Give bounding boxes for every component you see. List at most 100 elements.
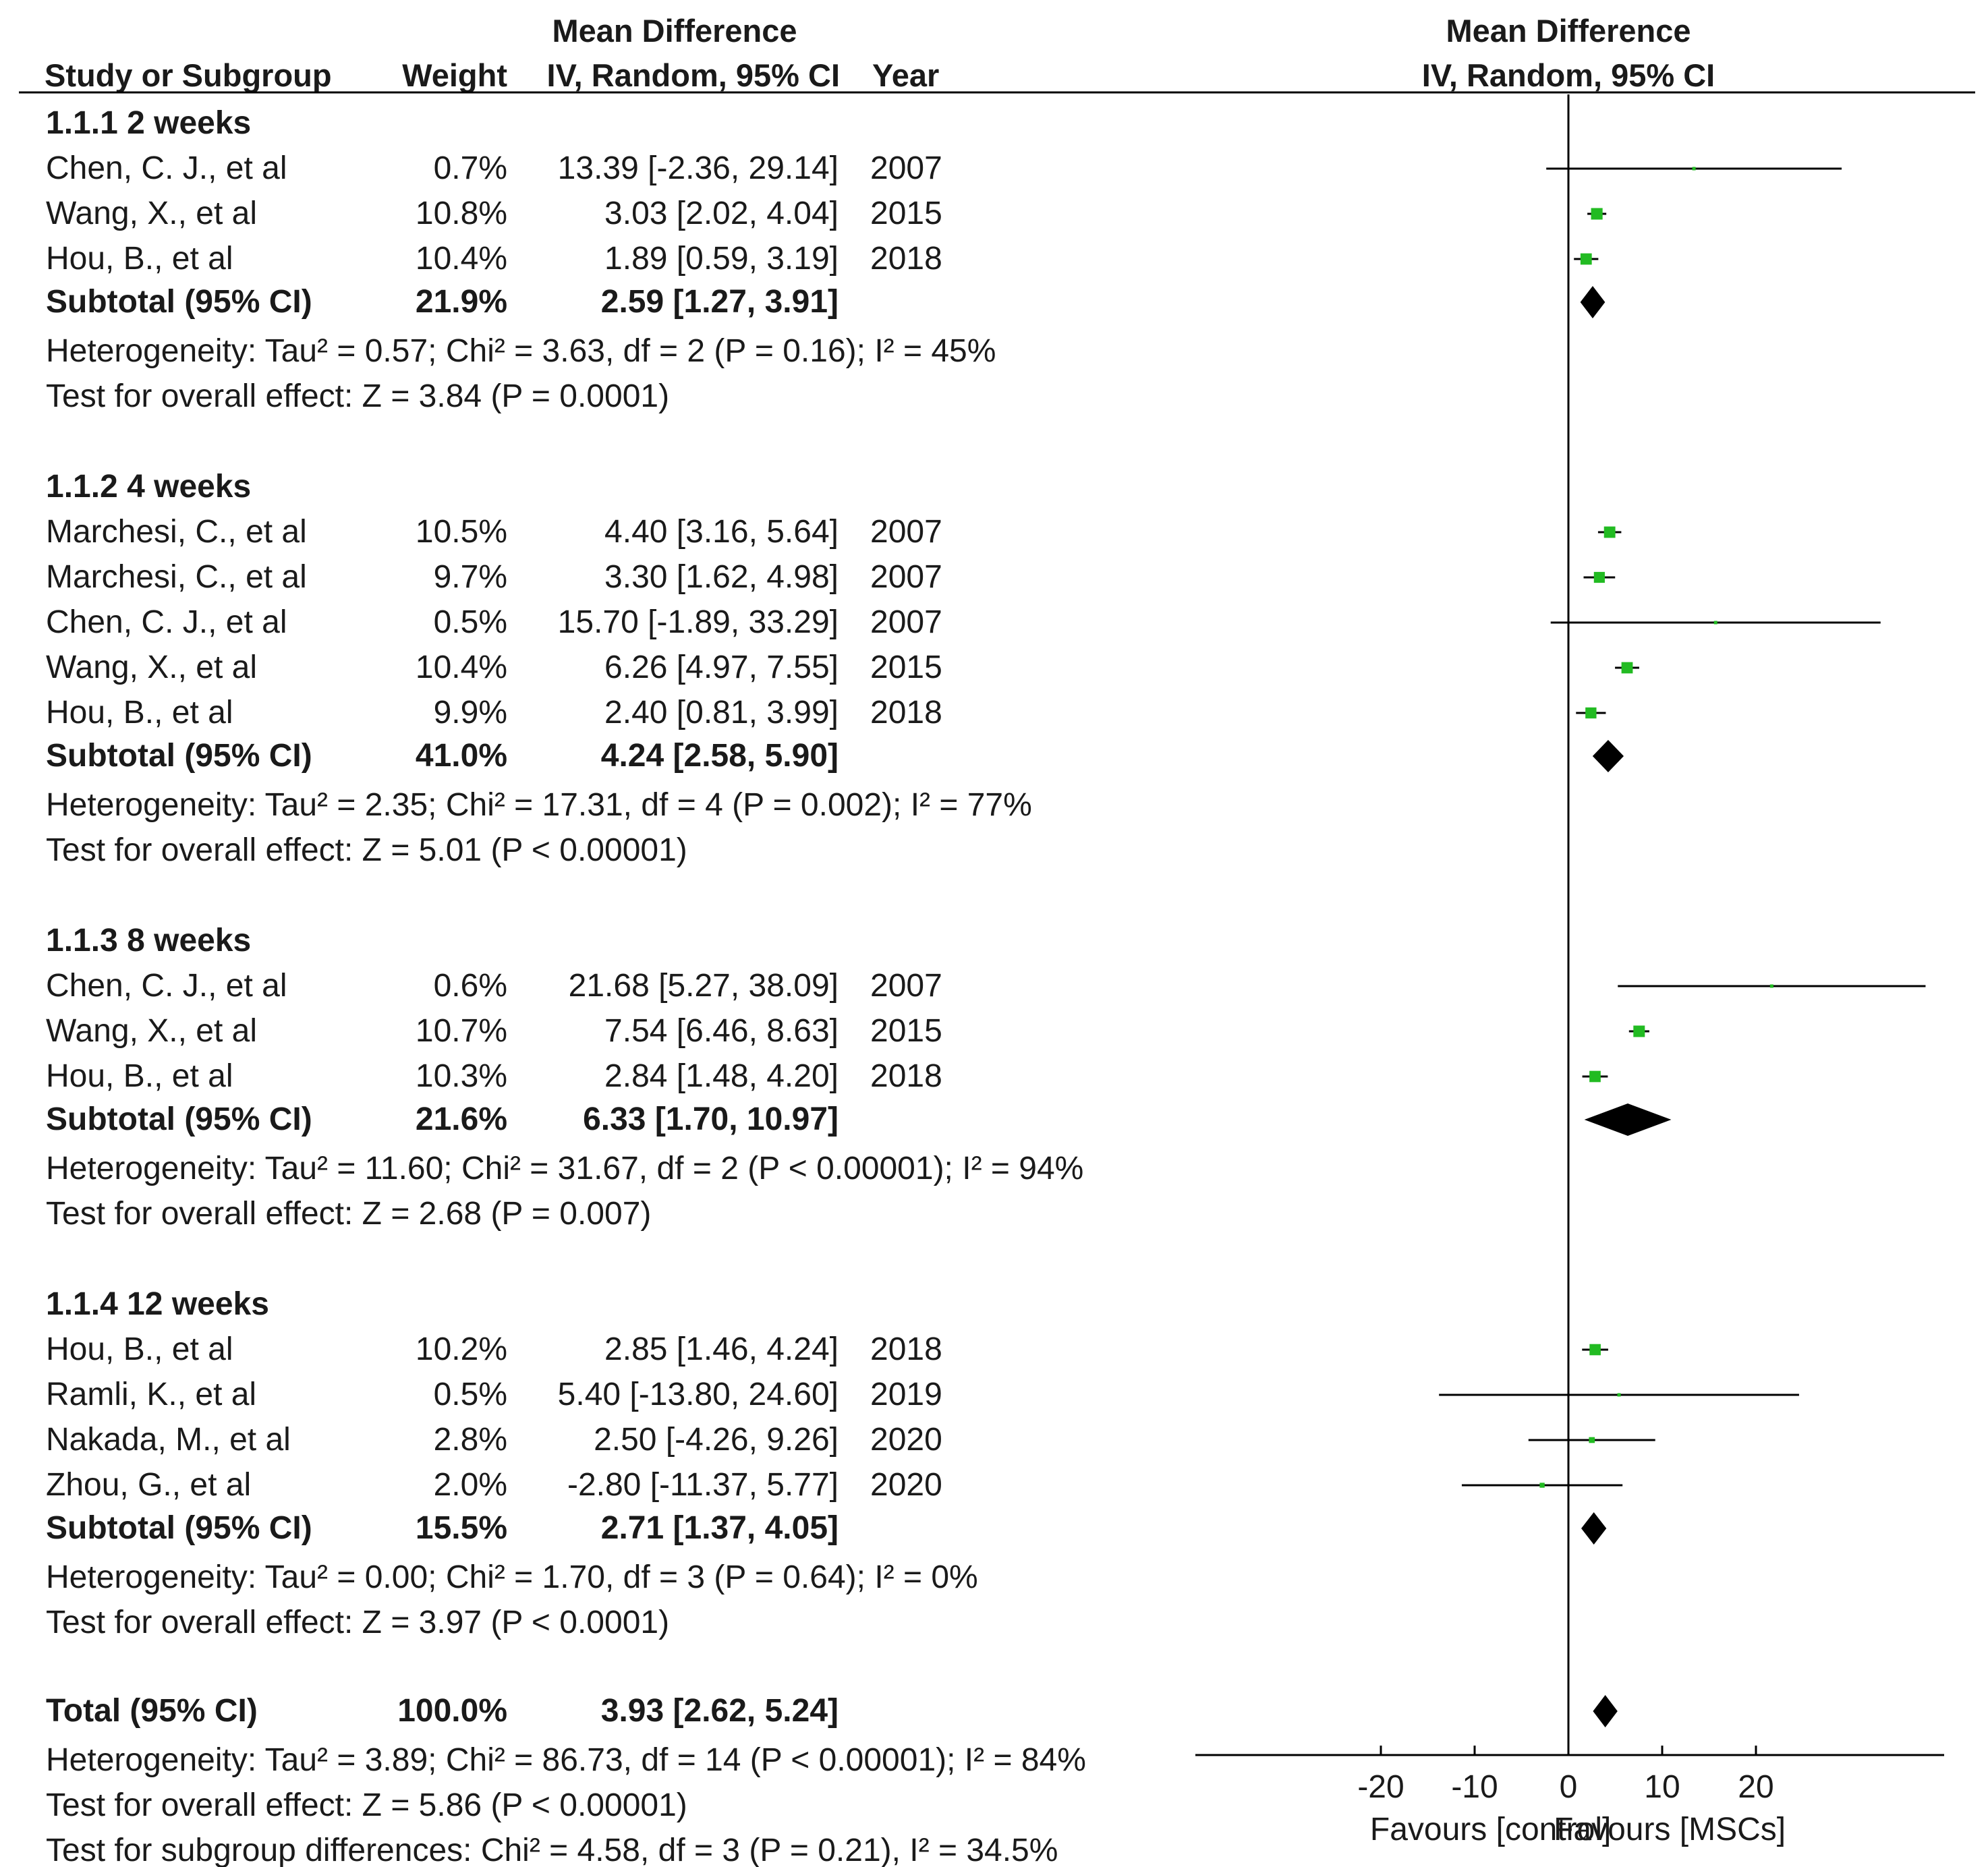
plot-header-top: Mean Difference (1446, 13, 1691, 49)
effect-square (1591, 208, 1603, 220)
effect-square (1580, 253, 1592, 265)
study-ci: 3.30 [1.62, 4.98] (604, 559, 839, 595)
study-name: Ramli, K., et al (46, 1377, 256, 1412)
tick-label: -10 (1451, 1769, 1498, 1805)
heterogeneity-text: Heterogeneity: Tau² = 11.60; Chi² = 31.6… (46, 1151, 1083, 1186)
study-weight: 9.7% (434, 559, 507, 595)
favours-left-label: Favours [control] (1370, 1812, 1611, 1847)
effect-square (1621, 662, 1633, 674)
subgroup-label: 1.1.3 8 weeks (46, 923, 251, 958)
overall-effect-text: Test for overall effect: Z = 3.84 (P = 0… (46, 378, 669, 414)
md-method-header: IV, Random, 95% CI (547, 57, 840, 93)
subtotal-label: Subtotal (95% CI) (46, 284, 312, 320)
study-weight: 10.4% (416, 241, 507, 277)
study-name: Nakada, M., et al (46, 1422, 291, 1458)
subtotal-diamond (1581, 1512, 1607, 1545)
overall-effect-text: Test for overall effect: Z = 5.86 (P < 0… (46, 1787, 687, 1823)
study-year: 2015 (870, 1013, 942, 1049)
study-ci: 15.70 [-1.89, 33.29] (558, 604, 839, 640)
study-name: Wang, X., et al (46, 1013, 257, 1049)
study-year: 2018 (870, 1058, 942, 1094)
effect-square (1589, 1344, 1601, 1356)
effect-square (1593, 571, 1605, 583)
subtotal-diamond (1592, 740, 1624, 772)
study-name: Wang, X., et al (46, 650, 257, 685)
effect-square (1617, 1393, 1621, 1397)
total-label: Total (95% CI) (46, 1693, 258, 1729)
subgroup-differences-text: Test for subgroup differences: Chi² = 4.… (46, 1833, 1058, 1867)
study-year: 2018 (870, 695, 942, 730)
plot-method-header: IV, Random, 95% CI (1422, 57, 1715, 93)
study-ci: 4.40 [3.16, 5.64] (604, 514, 839, 550)
overall-effect-text: Test for overall effect: Z = 2.68 (P = 0… (46, 1196, 651, 1232)
heterogeneity-text: Heterogeneity: Tau² = 0.00; Chi² = 1.70,… (46, 1559, 978, 1595)
heterogeneity-text: Heterogeneity: Tau² = 0.57; Chi² = 3.63,… (46, 333, 996, 369)
subtotal-ci: 2.71 [1.37, 4.05] (601, 1510, 839, 1546)
subtotal-ci: 4.24 [2.58, 5.90] (601, 738, 839, 774)
study-year: 2007 (870, 968, 942, 1004)
study-year: 2018 (870, 241, 942, 277)
effect-square (1589, 1437, 1595, 1443)
favours-right-label: Favours [MSCs] (1554, 1812, 1786, 1847)
subtotal-ci: 6.33 [1.70, 10.97] (583, 1101, 839, 1137)
study-weight: 9.9% (434, 695, 507, 730)
subtotal-label: Subtotal (95% CI) (46, 1510, 312, 1546)
md-header-top: Mean Difference (552, 13, 797, 49)
subtotal-weight: 21.9% (416, 284, 507, 320)
effect-square (1589, 1070, 1601, 1083)
study-weight: 10.3% (416, 1058, 507, 1094)
effect-square (1633, 1025, 1645, 1037)
study-name: Chen, C. J., et al (46, 968, 287, 1004)
tick-label: 10 (1644, 1769, 1680, 1805)
table-header: Mean Difference Study or Subgroup Weight… (19, 13, 1975, 94)
year-header: Year (872, 57, 939, 93)
effect-square (1692, 167, 1696, 171)
study-weight: 2.8% (434, 1422, 507, 1458)
study-weight: 10.7% (416, 1013, 507, 1049)
study-weight: 2.0% (434, 1467, 507, 1503)
study-ci: 3.03 [2.02, 4.04] (604, 196, 839, 231)
study-name: Wang, X., et al (46, 196, 257, 231)
effect-square (1769, 984, 1773, 988)
study-weight: 0.5% (434, 1377, 507, 1412)
study-name: Chen, C. J., et al (46, 604, 287, 640)
heterogeneity-text: Heterogeneity: Tau² = 3.89; Chi² = 86.73… (46, 1742, 1086, 1778)
study-weight: 0.7% (434, 150, 507, 186)
study-name: Chen, C. J., et al (46, 150, 287, 186)
total-diamond (1593, 1695, 1618, 1727)
study-weight: 10.5% (416, 514, 507, 550)
study-year: 2019 (870, 1377, 942, 1412)
subtotal-weight: 41.0% (416, 738, 507, 774)
study-ci: 2.85 [1.46, 4.24] (604, 1331, 839, 1367)
study-weight: 0.6% (434, 968, 507, 1004)
subtotal-weight: 15.5% (416, 1510, 507, 1546)
study-year: 2015 (870, 196, 942, 231)
study-ci: 2.84 [1.48, 4.20] (604, 1058, 839, 1094)
subgroup-label: 1.1.2 4 weeks (46, 469, 251, 505)
total-weight: 100.0% (397, 1693, 507, 1729)
effect-square (1539, 1483, 1545, 1488)
study-ci: 21.68 [5.27, 38.09] (569, 968, 839, 1004)
study-weight: 10.4% (416, 650, 507, 685)
study-year: 2015 (870, 650, 942, 685)
study-name: Hou, B., et al (46, 1331, 233, 1367)
overall-effect-text: Test for overall effect: Z = 3.97 (P < 0… (46, 1605, 669, 1640)
tick-label: -20 (1357, 1769, 1404, 1805)
study-weight: 10.8% (416, 196, 507, 231)
study-name: Hou, B., et al (46, 1058, 233, 1094)
study-ci: 1.89 [0.59, 3.19] (604, 241, 839, 277)
subtotal-ci: 2.59 [1.27, 3.91] (601, 284, 839, 320)
study-year: 2018 (870, 1331, 942, 1367)
study-ci: -2.80 [-11.37, 5.77] (567, 1467, 839, 1503)
study-ci: 2.50 [-4.26, 9.26] (594, 1422, 839, 1458)
study-name: Marchesi, C., et al (46, 559, 307, 595)
subtotal-diamond (1580, 286, 1606, 318)
subtotal-weight: 21.6% (416, 1101, 507, 1137)
study-year: 2007 (870, 559, 942, 595)
heterogeneity-text: Heterogeneity: Tau² = 2.35; Chi² = 17.31… (46, 787, 1032, 823)
study-ci: 6.26 [4.97, 7.55] (604, 650, 839, 685)
effect-square (1603, 526, 1616, 538)
study-year: 2007 (870, 514, 942, 550)
weight-header: Weight (402, 57, 507, 93)
